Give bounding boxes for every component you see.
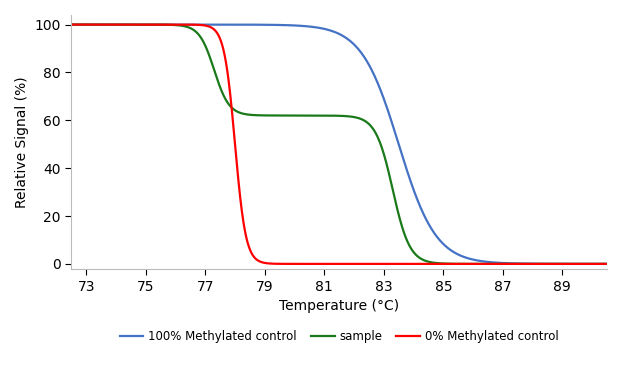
0% Methylated control <box>68 22 75 27</box>
100% Methylated control <box>490 260 497 265</box>
sample <box>588 261 595 266</box>
100% Methylated control <box>68 22 75 27</box>
sample <box>68 22 75 27</box>
Legend: 100% Methylated control, sample, 0% Methylated control: 100% Methylated control, sample, 0% Meth… <box>115 325 564 348</box>
sample <box>328 113 335 118</box>
sample <box>95 22 103 27</box>
0% Methylated control <box>328 261 335 266</box>
0% Methylated control <box>314 261 322 266</box>
Line: sample: sample <box>72 25 607 264</box>
0% Methylated control <box>587 261 595 266</box>
100% Methylated control <box>603 261 611 266</box>
sample <box>587 261 595 266</box>
100% Methylated control <box>588 261 595 266</box>
Line: 0% Methylated control: 0% Methylated control <box>72 25 607 264</box>
100% Methylated control <box>95 22 103 27</box>
0% Methylated control <box>588 261 595 266</box>
sample <box>603 261 611 266</box>
100% Methylated control <box>314 25 322 30</box>
Line: 100% Methylated control: 100% Methylated control <box>72 25 607 264</box>
0% Methylated control <box>490 261 497 266</box>
0% Methylated control <box>95 22 103 27</box>
0% Methylated control <box>603 261 611 266</box>
Y-axis label: Relative Signal (%): Relative Signal (%) <box>15 76 29 208</box>
100% Methylated control <box>328 29 335 33</box>
X-axis label: Temperature (°C): Temperature (°C) <box>279 299 399 313</box>
sample <box>314 113 322 118</box>
sample <box>490 261 497 266</box>
100% Methylated control <box>587 261 595 266</box>
